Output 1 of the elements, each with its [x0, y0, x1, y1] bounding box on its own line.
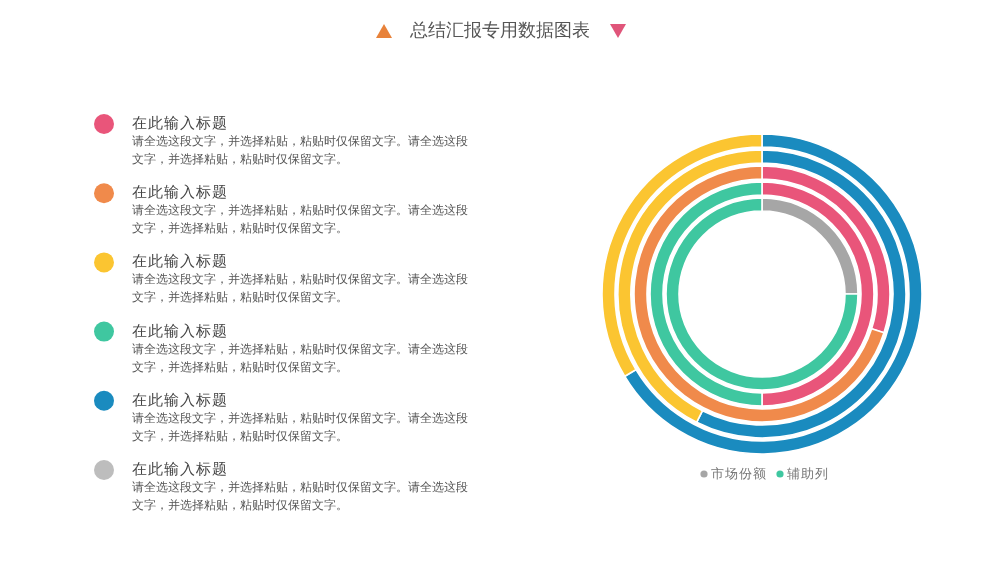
text: 总结汇报专用数据图表 [408, 20, 590, 42]
